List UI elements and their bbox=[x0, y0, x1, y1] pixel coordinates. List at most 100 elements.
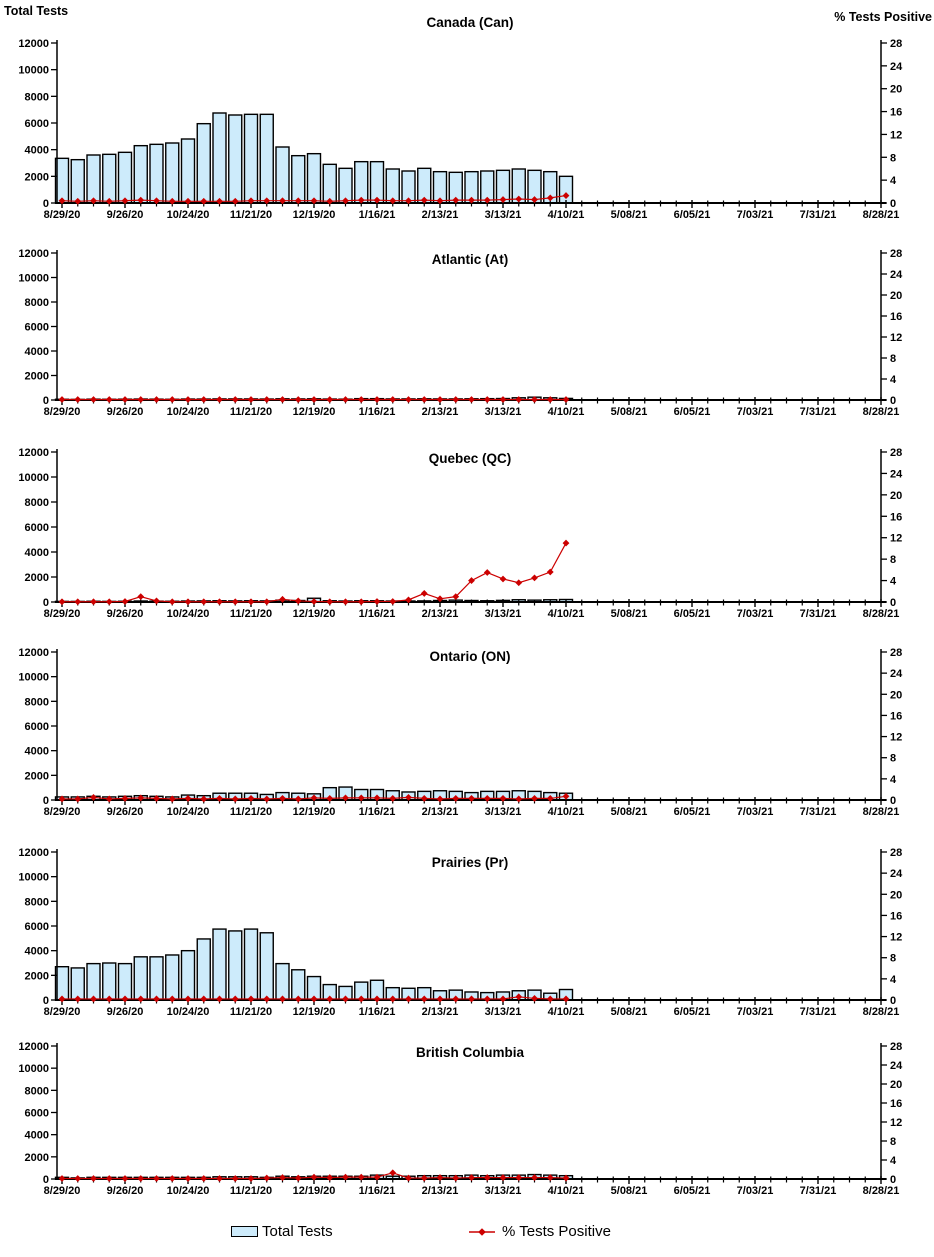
svg-text:1/16/21: 1/16/21 bbox=[359, 1185, 396, 1197]
svg-text:0: 0 bbox=[43, 795, 49, 807]
svg-text:2000: 2000 bbox=[25, 970, 49, 982]
svg-text:4: 4 bbox=[890, 576, 897, 588]
svg-text:6000: 6000 bbox=[25, 921, 49, 933]
svg-text:4/10/21: 4/10/21 bbox=[548, 608, 585, 620]
panel-title: Ontario (ON) bbox=[430, 649, 511, 664]
svg-text:6/05/21: 6/05/21 bbox=[674, 1185, 711, 1197]
svg-text:8000: 8000 bbox=[25, 696, 49, 708]
svg-text:7/03/21: 7/03/21 bbox=[737, 209, 774, 221]
pct-positive-marker-icon bbox=[469, 1227, 495, 1236]
svg-text:0: 0 bbox=[43, 1174, 49, 1186]
svg-text:10/24/20: 10/24/20 bbox=[167, 209, 210, 221]
right-axis: 0 4 8 12 16 20 24 28 bbox=[880, 447, 903, 609]
svg-text:28: 28 bbox=[890, 647, 902, 659]
svg-text:0: 0 bbox=[890, 795, 896, 807]
svg-text:5/08/21: 5/08/21 bbox=[611, 608, 648, 620]
svg-text:28: 28 bbox=[890, 447, 902, 459]
svg-text:7/31/21: 7/31/21 bbox=[800, 806, 837, 818]
svg-text:4: 4 bbox=[890, 175, 897, 187]
legend-item-pct-positive: % Tests Positive bbox=[468, 1223, 611, 1240]
svg-text:4000: 4000 bbox=[25, 547, 49, 559]
svg-text:8/28/21: 8/28/21 bbox=[863, 1006, 900, 1018]
svg-text:2/13/21: 2/13/21 bbox=[422, 608, 459, 620]
total-tests-swatch-icon bbox=[231, 1226, 258, 1237]
svg-text:4/10/21: 4/10/21 bbox=[548, 1006, 585, 1018]
panel-title: British Columbia bbox=[416, 1045, 524, 1060]
left-axis: 0 2000 4000 6000 8000 10000 12000 bbox=[18, 447, 58, 609]
svg-text:12: 12 bbox=[890, 332, 902, 344]
right-axis-title: % Tests Positive bbox=[834, 10, 932, 24]
panel-title: Prairies (Pr) bbox=[432, 855, 509, 870]
left-axis-title: Total Tests bbox=[4, 4, 69, 18]
svg-text:2/13/21: 2/13/21 bbox=[422, 1006, 459, 1018]
svg-text:24: 24 bbox=[890, 868, 903, 880]
svg-text:10/24/20: 10/24/20 bbox=[167, 608, 210, 620]
svg-text:8/29/20: 8/29/20 bbox=[44, 1185, 81, 1197]
total-tests-bars bbox=[54, 112, 574, 204]
svg-text:6/05/21: 6/05/21 bbox=[674, 209, 711, 221]
svg-text:8/29/20: 8/29/20 bbox=[44, 806, 81, 818]
svg-text:8/28/21: 8/28/21 bbox=[863, 406, 900, 418]
svg-text:24: 24 bbox=[890, 61, 903, 73]
svg-text:8/28/21: 8/28/21 bbox=[863, 209, 900, 221]
svg-text:0: 0 bbox=[43, 995, 49, 1007]
svg-text:8/29/20: 8/29/20 bbox=[44, 406, 81, 418]
prairies-panel-chart: 0 2000 4000 6000 8000 10000 12000 0 4 8 12 16 20 24 28… bbox=[18, 847, 903, 1018]
panel-title: Canada (Can) bbox=[426, 15, 513, 30]
svg-text:10000: 10000 bbox=[18, 1063, 49, 1075]
svg-text:7/03/21: 7/03/21 bbox=[737, 806, 774, 818]
svg-text:11/21/20: 11/21/20 bbox=[230, 1006, 272, 1018]
total-tests-bars bbox=[54, 928, 574, 1001]
svg-text:4/10/21: 4/10/21 bbox=[548, 806, 585, 818]
svg-text:1/16/21: 1/16/21 bbox=[359, 406, 396, 418]
svg-text:5/08/21: 5/08/21 bbox=[611, 1006, 648, 1018]
svg-text:6000: 6000 bbox=[25, 322, 49, 334]
svg-text:1/16/21: 1/16/21 bbox=[359, 608, 396, 620]
svg-text:4000: 4000 bbox=[25, 346, 49, 358]
svg-text:24: 24 bbox=[890, 269, 903, 281]
svg-text:8000: 8000 bbox=[25, 91, 49, 103]
svg-text:12/19/20: 12/19/20 bbox=[293, 1006, 336, 1018]
svg-text:7/03/21: 7/03/21 bbox=[737, 1185, 774, 1197]
svg-text:2/13/21: 2/13/21 bbox=[422, 1185, 459, 1197]
pct-positive-line bbox=[58, 192, 570, 205]
svg-text:8/29/20: 8/29/20 bbox=[44, 608, 81, 620]
right-axis: 0 4 8 12 16 20 24 28 bbox=[880, 1041, 903, 1186]
left-axis: 0 2000 4000 6000 8000 10000 12000 bbox=[18, 647, 58, 807]
svg-text:2000: 2000 bbox=[25, 572, 49, 584]
svg-text:0: 0 bbox=[43, 198, 49, 210]
svg-text:12: 12 bbox=[890, 129, 902, 141]
svg-text:7/31/21: 7/31/21 bbox=[800, 406, 837, 418]
left-axis: 0 2000 4000 6000 8000 10000 12000 bbox=[18, 248, 58, 407]
svg-text:2000: 2000 bbox=[25, 171, 49, 183]
pct-positive-line bbox=[58, 993, 570, 1003]
svg-text:7/31/21: 7/31/21 bbox=[800, 1006, 837, 1018]
svg-text:5/08/21: 5/08/21 bbox=[611, 1185, 648, 1197]
svg-text:1/16/21: 1/16/21 bbox=[359, 209, 396, 221]
svg-text:10000: 10000 bbox=[18, 872, 49, 884]
svg-text:10/24/20: 10/24/20 bbox=[167, 806, 210, 818]
pct-positive-line bbox=[58, 539, 570, 606]
svg-text:8000: 8000 bbox=[25, 896, 49, 908]
svg-text:5/08/21: 5/08/21 bbox=[611, 406, 648, 418]
svg-text:4: 4 bbox=[890, 974, 897, 986]
svg-text:10/24/20: 10/24/20 bbox=[167, 1006, 210, 1018]
svg-text:0: 0 bbox=[890, 198, 896, 210]
svg-text:28: 28 bbox=[890, 847, 902, 859]
svg-text:8: 8 bbox=[890, 353, 896, 365]
svg-text:20: 20 bbox=[890, 290, 902, 302]
left-axis: 0 2000 4000 6000 8000 10000 12000 bbox=[18, 847, 58, 1007]
svg-text:5/08/21: 5/08/21 bbox=[611, 806, 648, 818]
svg-text:10000: 10000 bbox=[18, 65, 49, 77]
svg-text:3/13/21: 3/13/21 bbox=[485, 806, 522, 818]
svg-text:8: 8 bbox=[890, 753, 896, 765]
svg-text:6000: 6000 bbox=[25, 522, 49, 534]
svg-text:20: 20 bbox=[890, 689, 902, 701]
legend-total-tests-label: Total Tests bbox=[262, 1223, 333, 1240]
svg-text:11/21/20: 11/21/20 bbox=[230, 406, 272, 418]
svg-text:10000: 10000 bbox=[18, 672, 49, 684]
svg-text:8/29/20: 8/29/20 bbox=[44, 209, 81, 221]
svg-text:3/13/21: 3/13/21 bbox=[485, 1185, 522, 1197]
svg-text:9/26/20: 9/26/20 bbox=[107, 1185, 144, 1197]
svg-text:12000: 12000 bbox=[18, 647, 49, 659]
